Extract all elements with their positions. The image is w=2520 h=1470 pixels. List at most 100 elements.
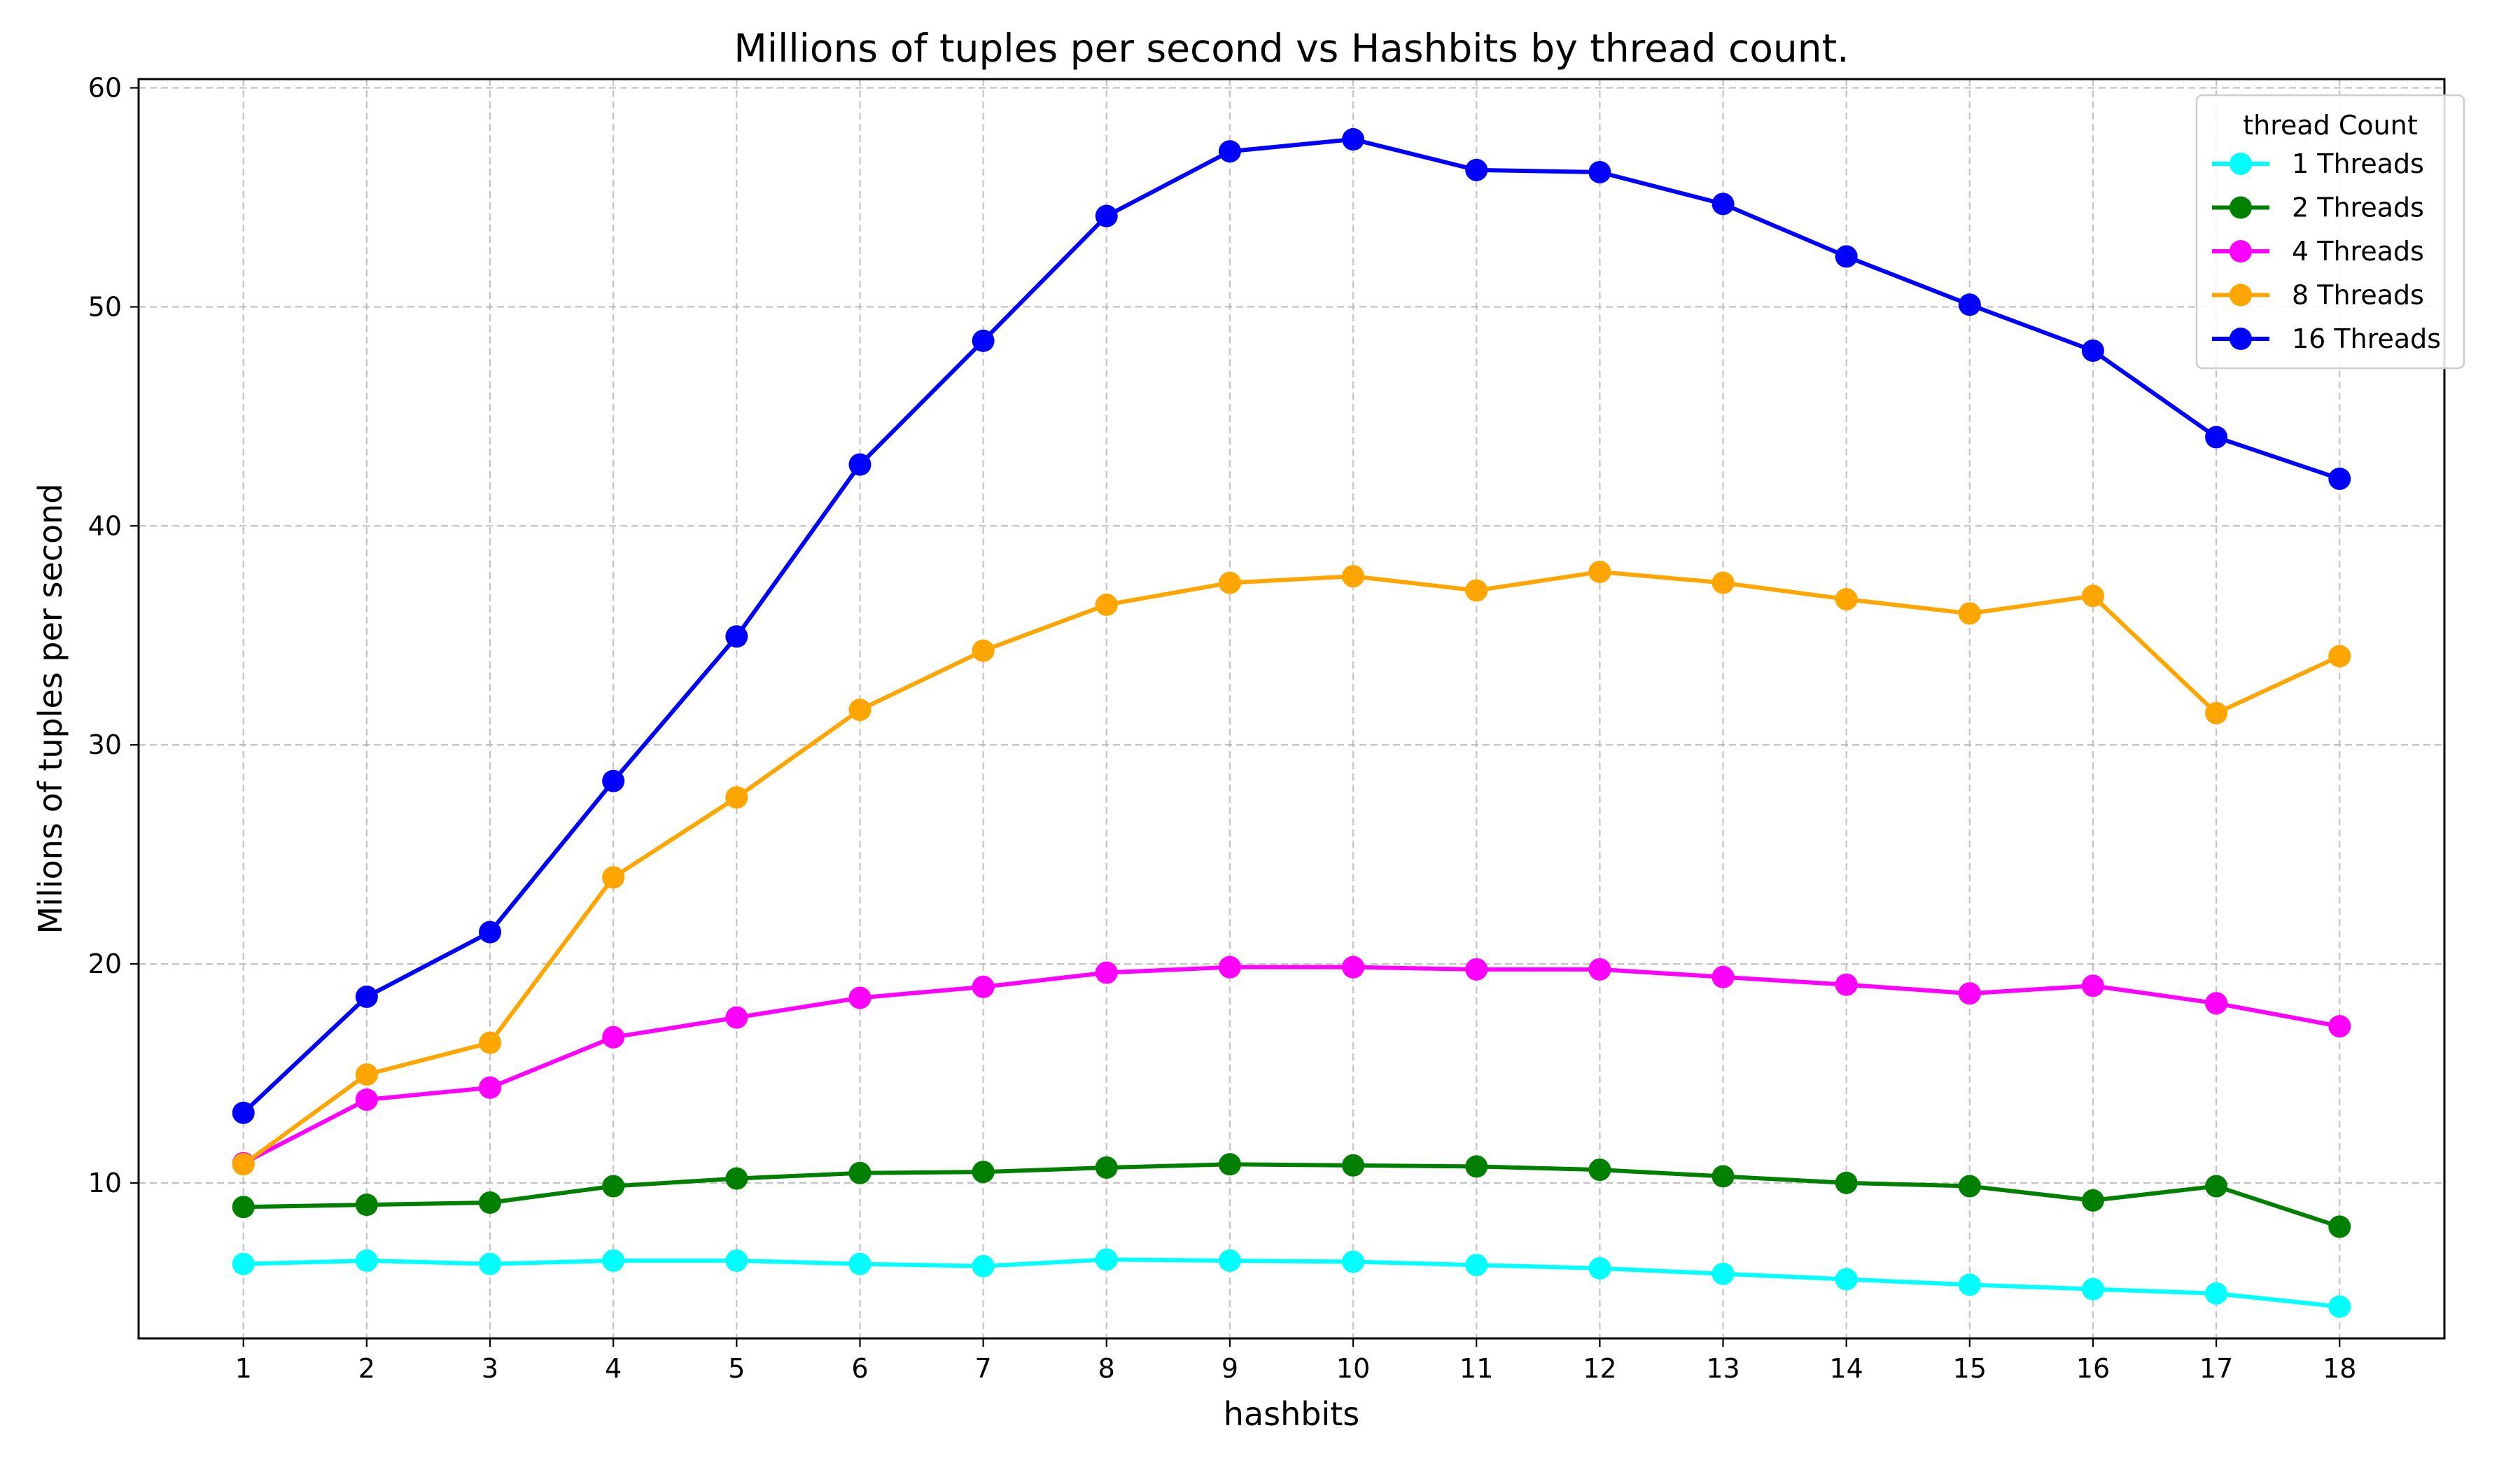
x-tick-label: 17: [2199, 1353, 2233, 1384]
data-point: [1095, 593, 1118, 616]
x-tick-label: 10: [1336, 1353, 1370, 1384]
data-point: [1465, 579, 1488, 602]
legend-label: 8 Threads: [2292, 280, 2424, 311]
y-tick-label: 20: [88, 948, 122, 979]
data-point: [602, 1026, 625, 1049]
data-point: [1712, 1262, 1735, 1285]
data-point: [1465, 1254, 1488, 1277]
legend-label: 4 Threads: [2292, 236, 2424, 267]
data-point: [2205, 701, 2228, 724]
data-point: [2328, 1015, 2351, 1038]
data-point: [1835, 588, 1858, 611]
legend-marker: [2230, 153, 2252, 175]
data-point: [2081, 1278, 2104, 1301]
series-line: [241, 1257, 2342, 1309]
data-point: [232, 1153, 255, 1176]
x-tick-label: 13: [1706, 1353, 1740, 1384]
y-tick-label: 60: [88, 73, 122, 104]
data-point: [725, 625, 748, 648]
data-point: [1958, 1273, 1981, 1296]
data-point: [1835, 1268, 1858, 1291]
x-tick-label: 18: [2323, 1353, 2356, 1384]
legend-marker: [2230, 328, 2252, 350]
y-tick-label: 50: [88, 291, 122, 322]
legend-entry: 1 Threads: [2212, 148, 2424, 179]
series-2: [232, 1153, 2351, 1238]
data-point: [1465, 958, 1488, 981]
x-axis-title: hashbits: [1224, 1395, 1359, 1433]
x-tick-label: 5: [728, 1353, 745, 1384]
data-point: [848, 1161, 872, 1184]
data-point: [2328, 467, 2351, 490]
data-point: [355, 1088, 378, 1111]
data-point: [479, 920, 502, 944]
data-point: [1958, 982, 1981, 1005]
data-point: [1095, 961, 1118, 984]
plot-frame: [137, 78, 2446, 1340]
data-point: [479, 1252, 502, 1275]
data-point: [355, 1194, 378, 1217]
legend-label: 2 Threads: [2292, 192, 2424, 223]
data-point: [972, 1254, 995, 1278]
data-point: [2328, 645, 2351, 668]
data-point: [2081, 1189, 2104, 1212]
data-point: [1342, 1250, 1365, 1273]
data-point: [725, 786, 748, 809]
data-point: [2205, 426, 2228, 449]
data-point: [1588, 1158, 1611, 1182]
data-point: [232, 1196, 255, 1219]
x-tick-label: 9: [1222, 1353, 1238, 1384]
data-point: [1095, 1248, 1118, 1271]
data-point: [848, 1252, 872, 1275]
data-point: [1218, 1153, 1241, 1176]
legend-entry: 8 Threads: [2212, 280, 2424, 311]
data-point: [1712, 1165, 1735, 1188]
data-point: [1465, 158, 1488, 181]
data-point: [1712, 965, 1735, 988]
x-tick-label: 8: [1098, 1353, 1115, 1384]
data-point: [848, 453, 872, 476]
x-tick-label: 3: [482, 1353, 498, 1384]
series-line: [241, 569, 2342, 1167]
x-tick-label: 2: [358, 1353, 375, 1384]
series-layer: [232, 128, 2351, 1318]
data-point: [1342, 128, 1365, 151]
data-point: [2081, 584, 2104, 608]
data-point: [602, 1249, 625, 1272]
data-point: [602, 866, 625, 889]
x-tick-label: 7: [975, 1353, 992, 1384]
y-tick-label: 10: [88, 1168, 122, 1198]
legend-marker: [2230, 240, 2252, 262]
data-point: [1218, 955, 1241, 979]
data-point: [602, 769, 625, 792]
x-tick-label: 14: [1829, 1353, 1863, 1384]
data-point: [2205, 1282, 2228, 1305]
data-point: [725, 1006, 748, 1029]
data-point: [1465, 1155, 1488, 1178]
x-tick-label: 16: [2076, 1353, 2110, 1384]
x-tick-label: 1: [235, 1353, 252, 1384]
data-point: [1712, 571, 1735, 594]
legend-label: 1 Threads: [2292, 148, 2424, 179]
series-5: [232, 128, 2351, 1124]
data-point: [479, 1031, 502, 1054]
data-point: [2328, 1295, 2351, 1318]
legend-entry: 2 Threads: [2212, 192, 2424, 223]
data-point: [1835, 245, 1858, 268]
series-4: [232, 560, 2351, 1176]
data-point: [725, 1167, 748, 1190]
data-point: [1712, 192, 1735, 216]
data-point: [1588, 560, 1611, 583]
legend-marker: [2230, 196, 2252, 219]
data-point: [972, 639, 995, 662]
data-point: [972, 1161, 995, 1184]
data-point: [1958, 602, 1981, 625]
data-point: [479, 1191, 502, 1214]
data-point: [355, 985, 378, 1008]
data-point: [848, 986, 872, 1009]
data-point: [1958, 293, 1981, 316]
legend-label: 16 Threads: [2292, 323, 2441, 354]
series-line: [241, 1162, 2342, 1229]
